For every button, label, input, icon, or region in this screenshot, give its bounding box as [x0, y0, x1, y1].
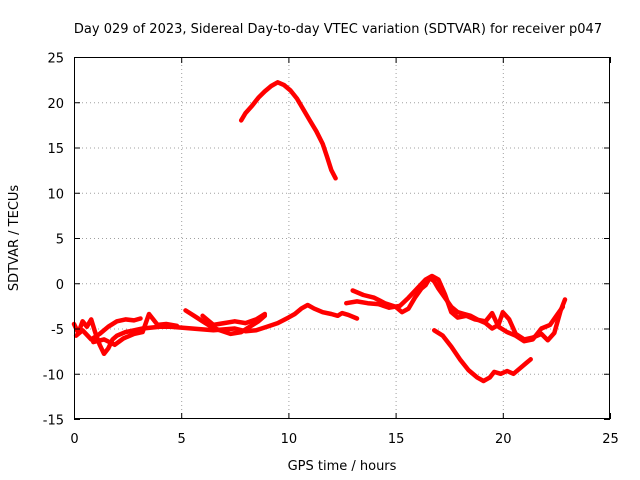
x-axis-label: GPS time / hours [288, 459, 397, 474]
series-line-track-d [183, 308, 268, 337]
y-tick-label: -5 [51, 323, 64, 338]
y-tick-label: 5 [56, 233, 64, 248]
y-tick-label: 20 [47, 97, 64, 112]
y-tick-label: 25 [47, 52, 64, 67]
grid-lines [74, 57, 610, 419]
series-line-track-g [350, 275, 568, 343]
y-axis-ticks: -15 -10 -5 0 5 10 15 20 25 [43, 52, 610, 429]
data-series-layer [71, 80, 568, 384]
y-axis-label: SDTVAR / TECUs [7, 185, 22, 292]
x-axis-ticks: 0 5 10 15 20 25 [70, 57, 619, 447]
series-line-track-b [73, 316, 143, 342]
y-tick-label: 10 [47, 187, 64, 202]
series-line-track-f [238, 80, 338, 181]
x-tick-label: 5 [178, 432, 186, 447]
y-tick-label: 0 [56, 278, 64, 293]
x-tick-label: 20 [495, 432, 512, 447]
x-tick-label: 0 [70, 432, 78, 447]
x-tick-label: 15 [388, 432, 405, 447]
series-line-track-e [200, 311, 268, 328]
x-tick-label: 10 [281, 432, 298, 447]
y-tick-label: -10 [43, 368, 64, 383]
y-tick-label: -15 [43, 414, 64, 429]
series-line-track-a [71, 302, 360, 357]
series-line-track-c [91, 311, 180, 348]
series-line-track-i [431, 328, 533, 384]
chart-title: Day 029 of 2023, Sidereal Day-to-day VTE… [74, 22, 602, 37]
x-tick-label: 25 [602, 432, 619, 447]
series-line-track-h [344, 273, 566, 344]
y-tick-label: 15 [47, 142, 64, 157]
